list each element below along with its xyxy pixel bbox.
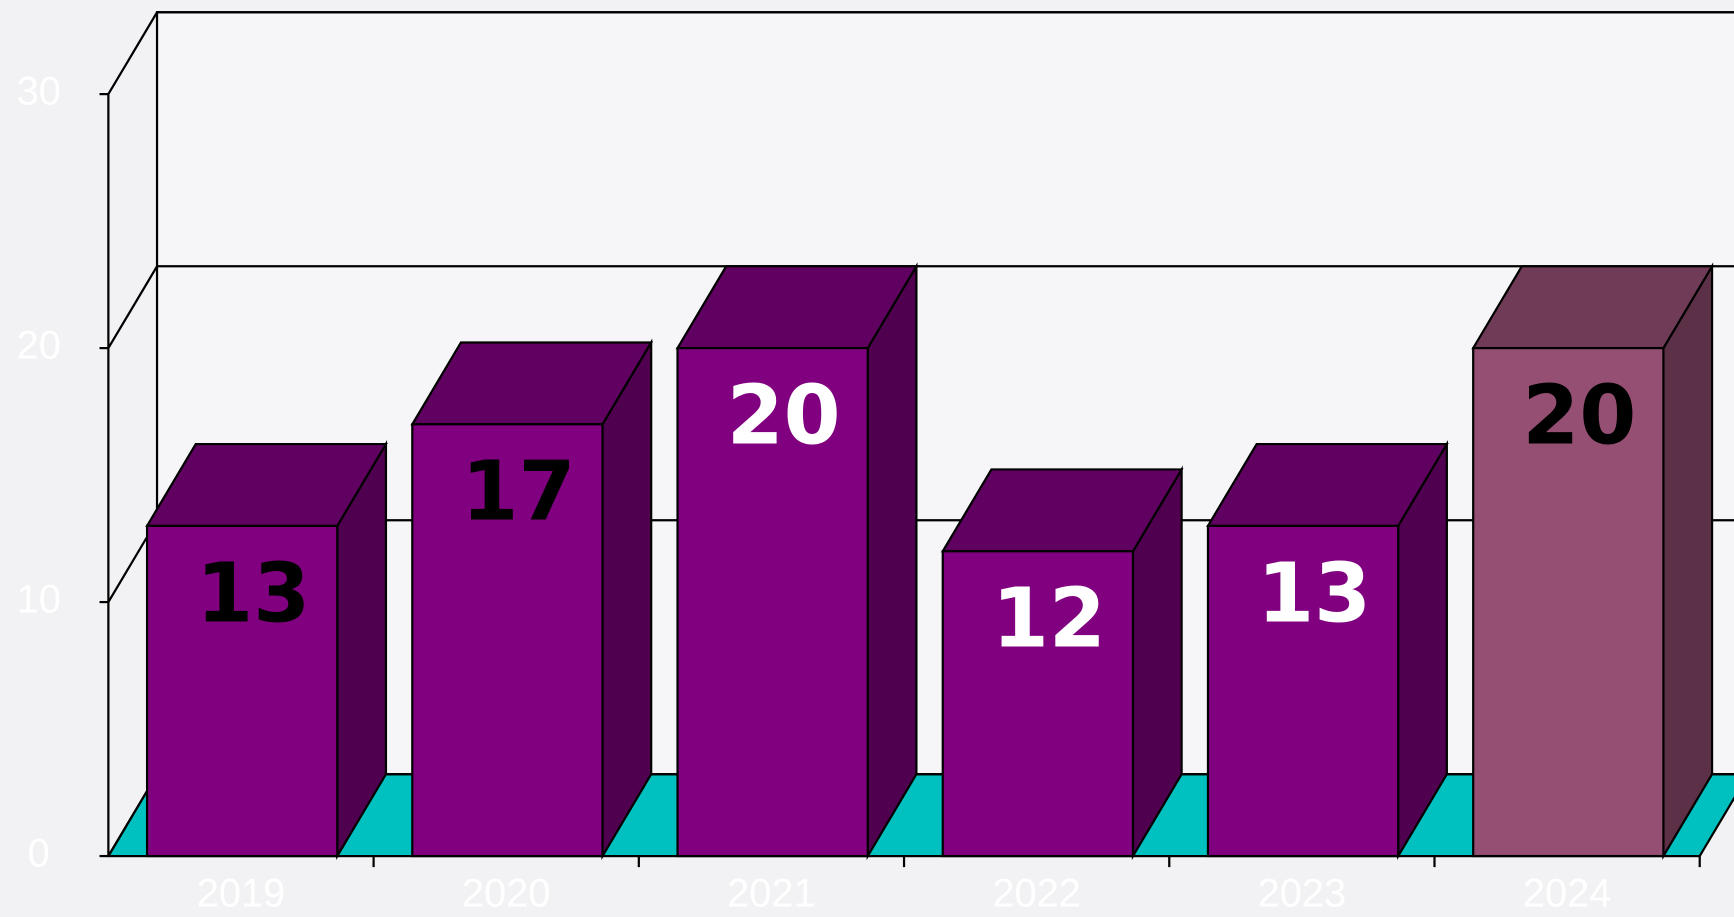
y-tick-label: 30 [17,70,61,114]
value-label: 12 [992,572,1106,667]
bar-side [868,266,917,856]
value-label: 13 [196,546,310,641]
chart: 0102030132019172020202021122022132023202… [0,0,1734,917]
y-tick-label: 0 [28,832,50,876]
x-tick-label: 2020 [462,871,551,915]
page: {"chart_data": {"type": "bar3d", "catego… [0,0,1734,917]
x-tick-label: 2024 [1523,871,1612,915]
x-tick-label: 2023 [1258,871,1347,915]
value-label: 20 [727,369,841,464]
value-label: 20 [1522,369,1636,464]
x-tick-label: 2019 [197,871,286,915]
bar-side [603,342,652,856]
x-tick-label: 2022 [992,871,1081,915]
value-label: 13 [1257,546,1371,641]
bar-side [1663,266,1712,856]
x-tick-label: 2021 [727,871,816,915]
plot-area: 0102030132019172020202021122022132023202… [17,12,1734,915]
y-tick-label: 20 [17,324,61,368]
value-label: 17 [462,445,576,540]
y-tick-label: 10 [17,578,61,622]
